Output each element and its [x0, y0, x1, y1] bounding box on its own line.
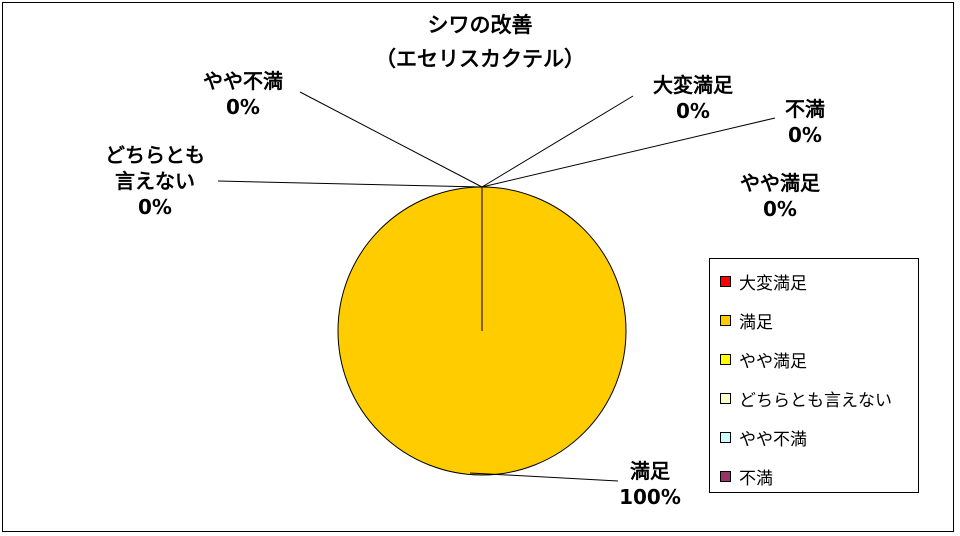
leader-line-manzoku	[469, 472, 619, 482]
pie-slices	[337, 186, 627, 476]
legend: 大変満足満足やや満足どちらとも言えない やや不満不満	[709, 258, 919, 493]
label-manzoku-pct: 100%	[619, 485, 681, 509]
label-manzoku-name: 満足	[630, 459, 670, 483]
label-dochira: どちらとも 言えない 0%	[90, 142, 220, 220]
legend-label-dochira: どちらとも言えない	[739, 390, 892, 411]
label-yaya-manzoku-name: やや満足	[740, 171, 820, 195]
legend-swatch-daimanzoku	[720, 275, 731, 287]
label-yaya-fuman-name: やや不満	[203, 69, 283, 93]
label-manzoku: 満足 100%	[600, 458, 700, 510]
leader-line-fuman	[481, 117, 776, 188]
legend-item-yaya-manzoku: やや満足	[720, 349, 807, 372]
label-yaya-fuman: やや不満 0%	[178, 68, 308, 120]
legend-swatch-fuman	[720, 470, 731, 482]
chart-subtitle: （エセリスカクテル）	[375, 47, 585, 71]
label-fuman-pct: 0%	[788, 123, 822, 147]
leader-lines	[217, 91, 776, 482]
legend-swatch-manzoku	[720, 314, 731, 326]
leader-line-daimanzoku	[481, 95, 634, 188]
legend-swatch-yaya-manzoku	[720, 353, 731, 365]
legend-swatch-yaya-fuman	[720, 431, 731, 443]
label-dochira-name-2: 言えない	[115, 169, 195, 193]
label-dochira-pct: 0%	[138, 195, 172, 219]
legend-label-yaya-fuman: やや不満	[739, 429, 807, 450]
label-fuman-name: 不満	[785, 97, 825, 121]
legend-label-fuman: 不満	[739, 468, 773, 489]
label-yaya-manzoku: やや満足 0%	[715, 170, 845, 222]
label-daimanzoku-name: 大変満足	[653, 73, 733, 97]
legend-item-daimanzoku: 大変満足	[720, 271, 807, 294]
chart-title: シワの改善	[427, 13, 533, 37]
legend-item-fuman: 不満	[720, 466, 773, 489]
legend-swatch-dochira	[720, 392, 731, 404]
label-daimanzoku: 大変満足 0%	[628, 72, 758, 124]
legend-item-manzoku: 満足	[720, 310, 773, 333]
legend-item-dochira: どちらとも言えない	[720, 388, 892, 411]
legend-label-manzoku: 満足	[739, 312, 773, 333]
legend-label-yaya-manzoku: やや満足	[739, 351, 807, 372]
legend-item-yaya-fuman: やや不満	[720, 427, 807, 450]
label-daimanzoku-pct: 0%	[676, 99, 710, 123]
leader-line-dochira	[217, 180, 483, 188]
leader-line-yaya-fuman	[299, 91, 483, 188]
label-yaya-manzoku-pct: 0%	[763, 197, 797, 221]
label-dochira-name-1: どちらとも	[105, 143, 205, 167]
label-fuman: 不満 0%	[760, 96, 850, 148]
legend-label-daimanzoku: 大変満足	[739, 273, 807, 294]
label-yaya-fuman-pct: 0%	[226, 95, 260, 119]
